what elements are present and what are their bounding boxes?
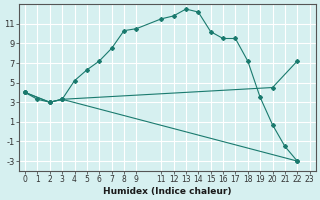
X-axis label: Humidex (Indice chaleur): Humidex (Indice chaleur) xyxy=(103,187,232,196)
